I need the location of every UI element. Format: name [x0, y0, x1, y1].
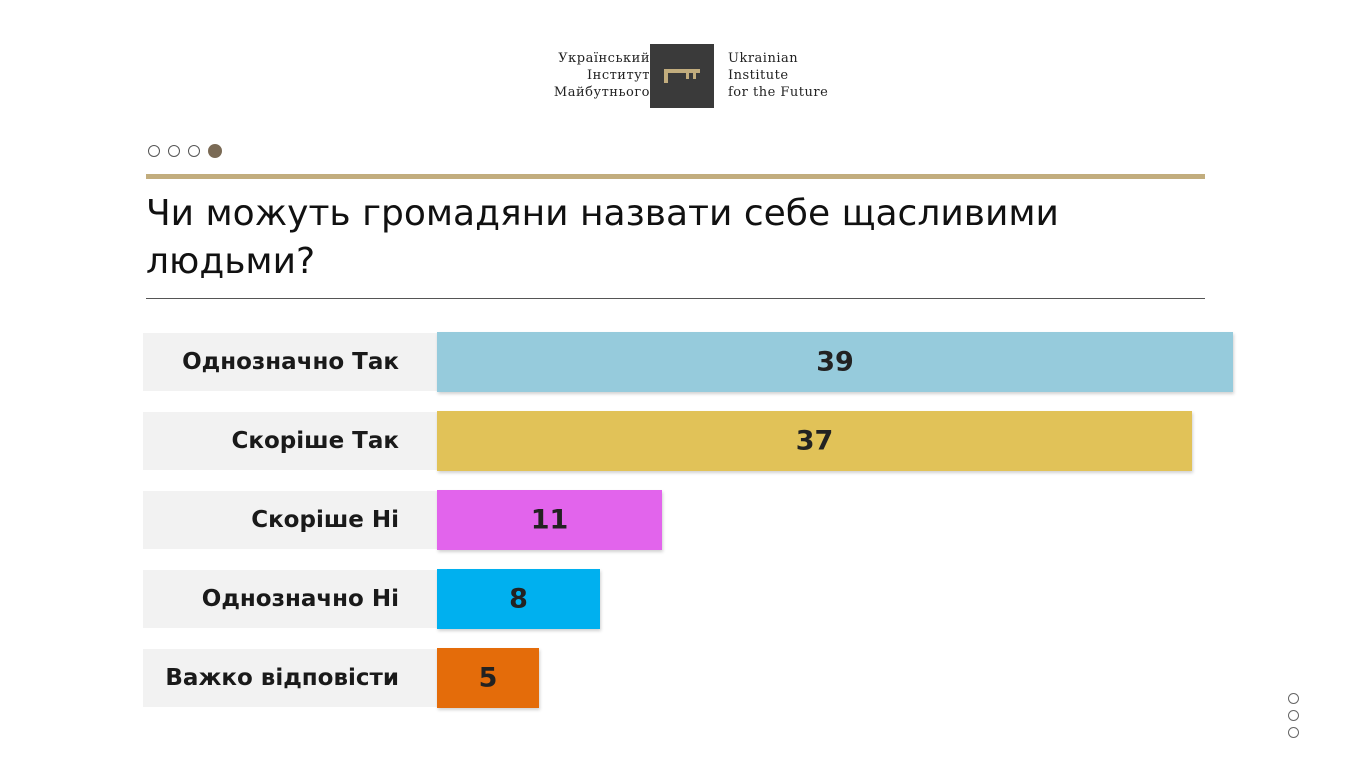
logo-ua-line3: Майбутнього — [553, 85, 650, 100]
category-label-cell: Скоріше Так — [143, 412, 437, 470]
bar-value-label: 37 — [795, 425, 834, 457]
category-label-cell: Скоріше Ні — [143, 491, 437, 549]
bar: 39 — [437, 332, 1233, 392]
logo-ua-line2: Інститут — [587, 68, 650, 83]
bar: 37 — [437, 411, 1192, 471]
bar-value-label: 11 — [530, 504, 569, 536]
pager-dot-1[interactable] — [148, 145, 160, 157]
category-label: Однозначно Ні — [201, 586, 399, 612]
bar-value-label: 5 — [478, 662, 498, 694]
pager-dot-2[interactable] — [168, 145, 180, 157]
logo-mark — [650, 44, 714, 108]
logo-en-line1: Ukrainian — [728, 51, 799, 66]
slide-pager — [148, 144, 222, 158]
category-label: Скоріше Ні — [251, 507, 399, 533]
bar: 11 — [437, 490, 662, 550]
category-label: Однозначно Так — [182, 349, 399, 375]
category-label-cell: Однозначно Так — [143, 333, 437, 391]
category-label: Важко відповісти — [165, 665, 399, 691]
logo-en-line2: Institute — [728, 68, 789, 83]
bar: 5 — [437, 648, 539, 708]
title-bottom-rule — [146, 298, 1205, 299]
title-top-rule — [146, 174, 1205, 179]
category-label-cell: Однозначно Ні — [143, 570, 437, 628]
pager-dot-3[interactable] — [188, 145, 200, 157]
sidenav-dot-2[interactable] — [1288, 710, 1299, 721]
bar-value-label: 8 — [509, 583, 528, 615]
logo-ua-line1: Український — [558, 51, 650, 66]
institute-logo: Український Інститут Майбутнього Ukraini… — [500, 44, 860, 110]
category-label-cell: Важко відповісти — [143, 649, 437, 707]
sidenav-dot-1[interactable] — [1288, 693, 1299, 704]
category-label: Скоріше Так — [231, 428, 400, 454]
bar: 8 — [437, 569, 600, 629]
logo-en-text: Ukrainian Institute for the Future — [728, 50, 828, 101]
pager-dot-4-active[interactable] — [208, 144, 222, 158]
key-icon — [664, 69, 700, 83]
bar-value-label: 39 — [816, 346, 854, 378]
logo-en-line3: for the Future — [728, 85, 829, 100]
logo-ua-text: Український Інститут Майбутнього — [554, 50, 650, 101]
slide-title: Чи можуть громадяни назвати себе щасливи… — [146, 193, 1059, 282]
side-navigation — [1288, 693, 1299, 738]
sidenav-dot-3[interactable] — [1288, 727, 1299, 738]
